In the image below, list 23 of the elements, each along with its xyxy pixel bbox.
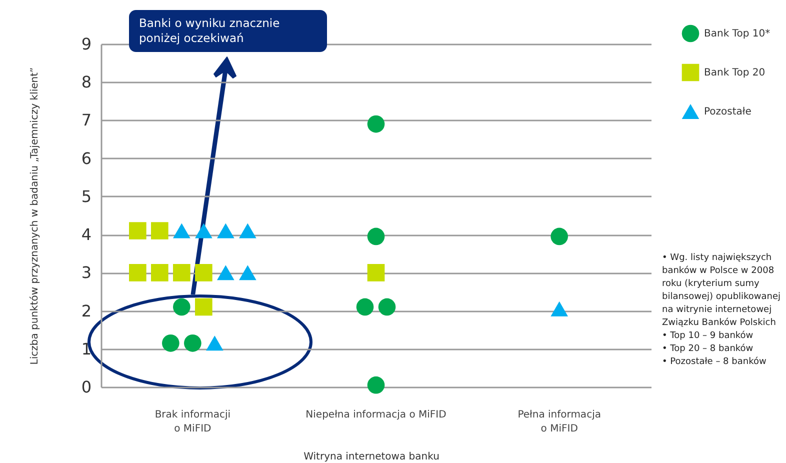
y-axis-title: Liczba punktów przyznanych w badaniu „Tajemniczy klient”: [29, 67, 40, 365]
text: • Top 10 – 9 banków: [662, 330, 754, 343]
callout-box: Banki o wyniku znacznie poniżej oczekiwań: [129, 10, 327, 52]
y-tick-label: 3: [81, 263, 92, 282]
y-tick-label: 6: [81, 148, 92, 168]
y-tick-label: 9: [81, 34, 92, 54]
legend-label: Bank Top 10*: [704, 28, 770, 40]
y-tick-label: 1: [81, 339, 92, 358]
x-tick-label: Brak informacji o MiFID: [154, 410, 231, 434]
x-axis-title: Witryna internetowa banku: [304, 452, 440, 462]
y-tick-label: 8: [81, 72, 92, 92]
legend-label: Pozostałe: [704, 106, 752, 118]
text: • Wg. listy największych banków w Polsce w 2008 roku (kryterium sumy bilansowej) opublikowanej na witrynie internetowej Związku Banków Polskich: [662, 252, 782, 330]
y-tick-label: 0: [81, 378, 92, 396]
y-tick-label: 4: [81, 225, 92, 244]
legend-label: Bank Top 20: [704, 68, 766, 78]
x-tick-label: Pełna informacja o MiFID: [518, 410, 601, 434]
y-tick-label: 2: [81, 301, 92, 320]
text: • Top 20 – 8 banków: [662, 343, 754, 356]
x-tick-label: Niepełna informacja o MiFID: [306, 410, 447, 420]
y-tick-label: 7: [81, 110, 92, 130]
text: • Pozostałe – 8 banków: [662, 356, 768, 369]
y-tick-label: 5: [81, 186, 92, 206]
